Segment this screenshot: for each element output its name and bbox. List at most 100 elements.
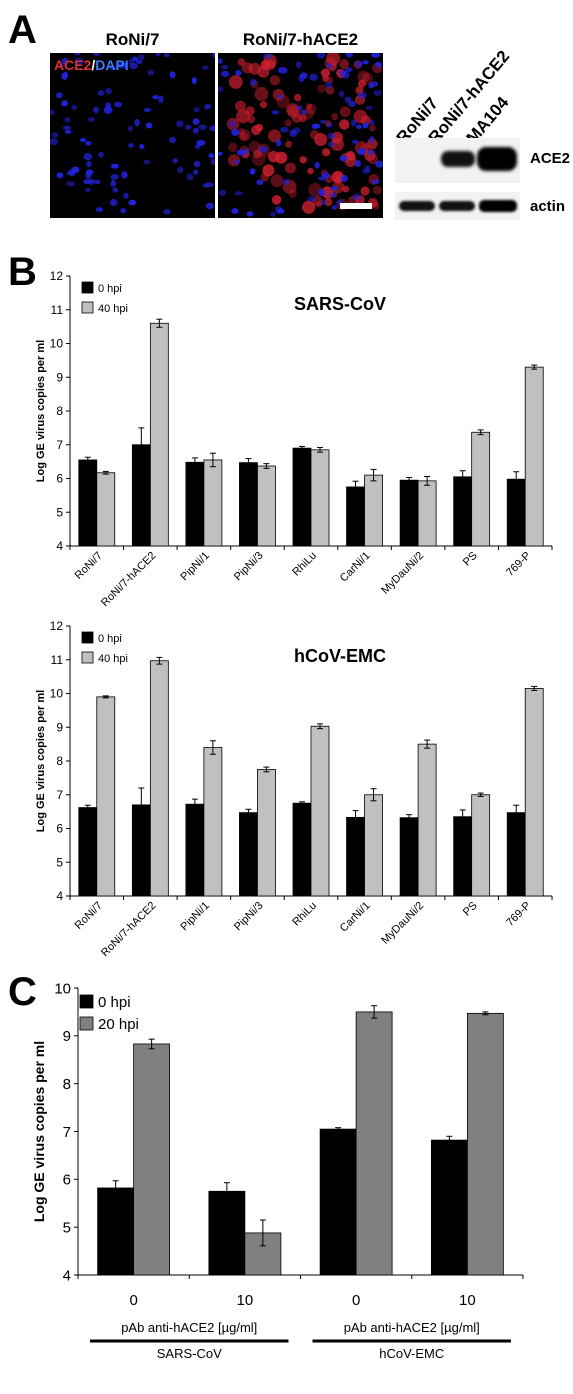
nucleus	[320, 119, 326, 124]
ace2-stain	[293, 93, 302, 102]
y-tick-label: 11	[51, 653, 64, 667]
ace2-stain	[331, 113, 338, 121]
bar	[310, 725, 330, 897]
nucleus	[158, 95, 164, 104]
nucleus	[209, 125, 215, 132]
bar	[430, 1139, 468, 1276]
nucleus	[114, 101, 123, 108]
ace2-stain	[321, 68, 330, 78]
nucleus	[210, 158, 215, 165]
x-category-label: RoNi/7-hACE2	[99, 550, 158, 609]
micrograph-roni7: ACE2/DAPI	[50, 53, 215, 218]
nucleus	[276, 139, 282, 147]
bar	[78, 459, 98, 547]
nucleus	[64, 129, 72, 134]
nucleus	[320, 200, 327, 206]
y-tick-label: 4	[63, 1267, 71, 1284]
ace2-stain	[306, 103, 313, 110]
nucleus	[198, 124, 207, 130]
nucleus	[205, 202, 214, 210]
blot-actin-band-lane3	[479, 200, 517, 212]
ace2-stain	[248, 62, 261, 75]
x-category-label: 0	[352, 1292, 360, 1309]
bar	[257, 465, 276, 547]
nucleus	[169, 136, 177, 144]
nucleus	[300, 72, 308, 79]
panel-b-letter: B	[8, 250, 37, 294]
nucleus	[296, 105, 303, 110]
nucleus	[218, 151, 223, 156]
ace2-stain	[260, 172, 270, 182]
y-tick-label: 6	[56, 822, 63, 836]
ace2-stain	[372, 185, 382, 195]
nucleus	[369, 119, 375, 126]
ace2-stain	[275, 151, 288, 164]
y-tick-label: 5	[63, 1219, 71, 1236]
nucleus	[231, 208, 239, 214]
ace2-stain	[339, 119, 350, 130]
nucleus	[258, 145, 268, 153]
nucleus	[345, 67, 353, 73]
nucleus	[220, 70, 230, 77]
nucleus	[128, 199, 137, 206]
bar	[364, 794, 383, 897]
y-tick-label: 5	[56, 505, 63, 519]
nucleus	[184, 124, 192, 130]
x-category-label: PS	[461, 900, 480, 919]
nucleus	[357, 148, 366, 155]
bar	[506, 812, 526, 897]
bar	[310, 449, 330, 547]
nucleus	[193, 107, 200, 113]
nucleus	[192, 118, 200, 125]
ace2-stain	[265, 60, 276, 70]
y-tick-label: 7	[63, 1124, 71, 1141]
nucleus	[218, 58, 223, 64]
bar	[185, 803, 205, 897]
blot-ace2-strip	[395, 138, 520, 183]
nucleus	[262, 53, 272, 59]
ace2-stain	[247, 115, 256, 124]
nucleus	[309, 73, 318, 81]
bar	[292, 447, 312, 547]
nucleus	[60, 61, 67, 67]
y-tick-label: 9	[56, 720, 63, 734]
nucleus	[307, 196, 317, 203]
y-tick-label: 10	[54, 980, 71, 997]
y-tick-label: 8	[63, 1076, 71, 1093]
ace2-stain	[357, 70, 370, 83]
ace2-stain	[255, 123, 264, 132]
nucleus	[93, 53, 101, 57]
legend-swatch	[81, 301, 94, 314]
nucleus	[340, 174, 348, 183]
legend-label: 0 hpi	[98, 633, 122, 645]
group-label: pAb anti-hACE2 [µg/ml]	[121, 1320, 257, 1335]
nucleus	[98, 151, 104, 158]
nucleus	[220, 65, 229, 70]
micro-title-roni7: RoNi/7	[105, 30, 160, 49]
nucleus	[328, 192, 338, 198]
legend-swatch	[79, 1016, 94, 1031]
scale-bar	[340, 203, 372, 209]
nucleus	[321, 172, 331, 179]
y-tick-label: 7	[56, 788, 63, 802]
nucleus	[339, 155, 348, 162]
ace2-stain	[228, 142, 238, 153]
nucleus	[350, 119, 357, 127]
chart-antibody-blocking: 4 5 6 7 8 9 10 Log GE virus copies per ml 0 hpi 2…	[31, 980, 524, 1361]
nucleus	[163, 209, 171, 215]
y-axis-label: Log GE virus copies per ml	[35, 340, 47, 482]
legend-label: 20 hpi	[98, 1016, 139, 1033]
ace2-stain	[237, 58, 246, 66]
ace2-stain	[326, 53, 341, 66]
nucleus	[324, 81, 333, 89]
blot-band-label-actin: actin	[530, 198, 566, 215]
bar	[471, 794, 491, 897]
nucleus	[110, 180, 117, 187]
nucleus	[127, 125, 133, 132]
nucleus	[371, 179, 380, 185]
nucleus	[270, 211, 276, 217]
nucleus	[212, 53, 215, 58]
y-tick-label: 4	[56, 539, 63, 553]
nucleus	[256, 179, 264, 186]
y-tick-label: 12	[50, 620, 64, 633]
